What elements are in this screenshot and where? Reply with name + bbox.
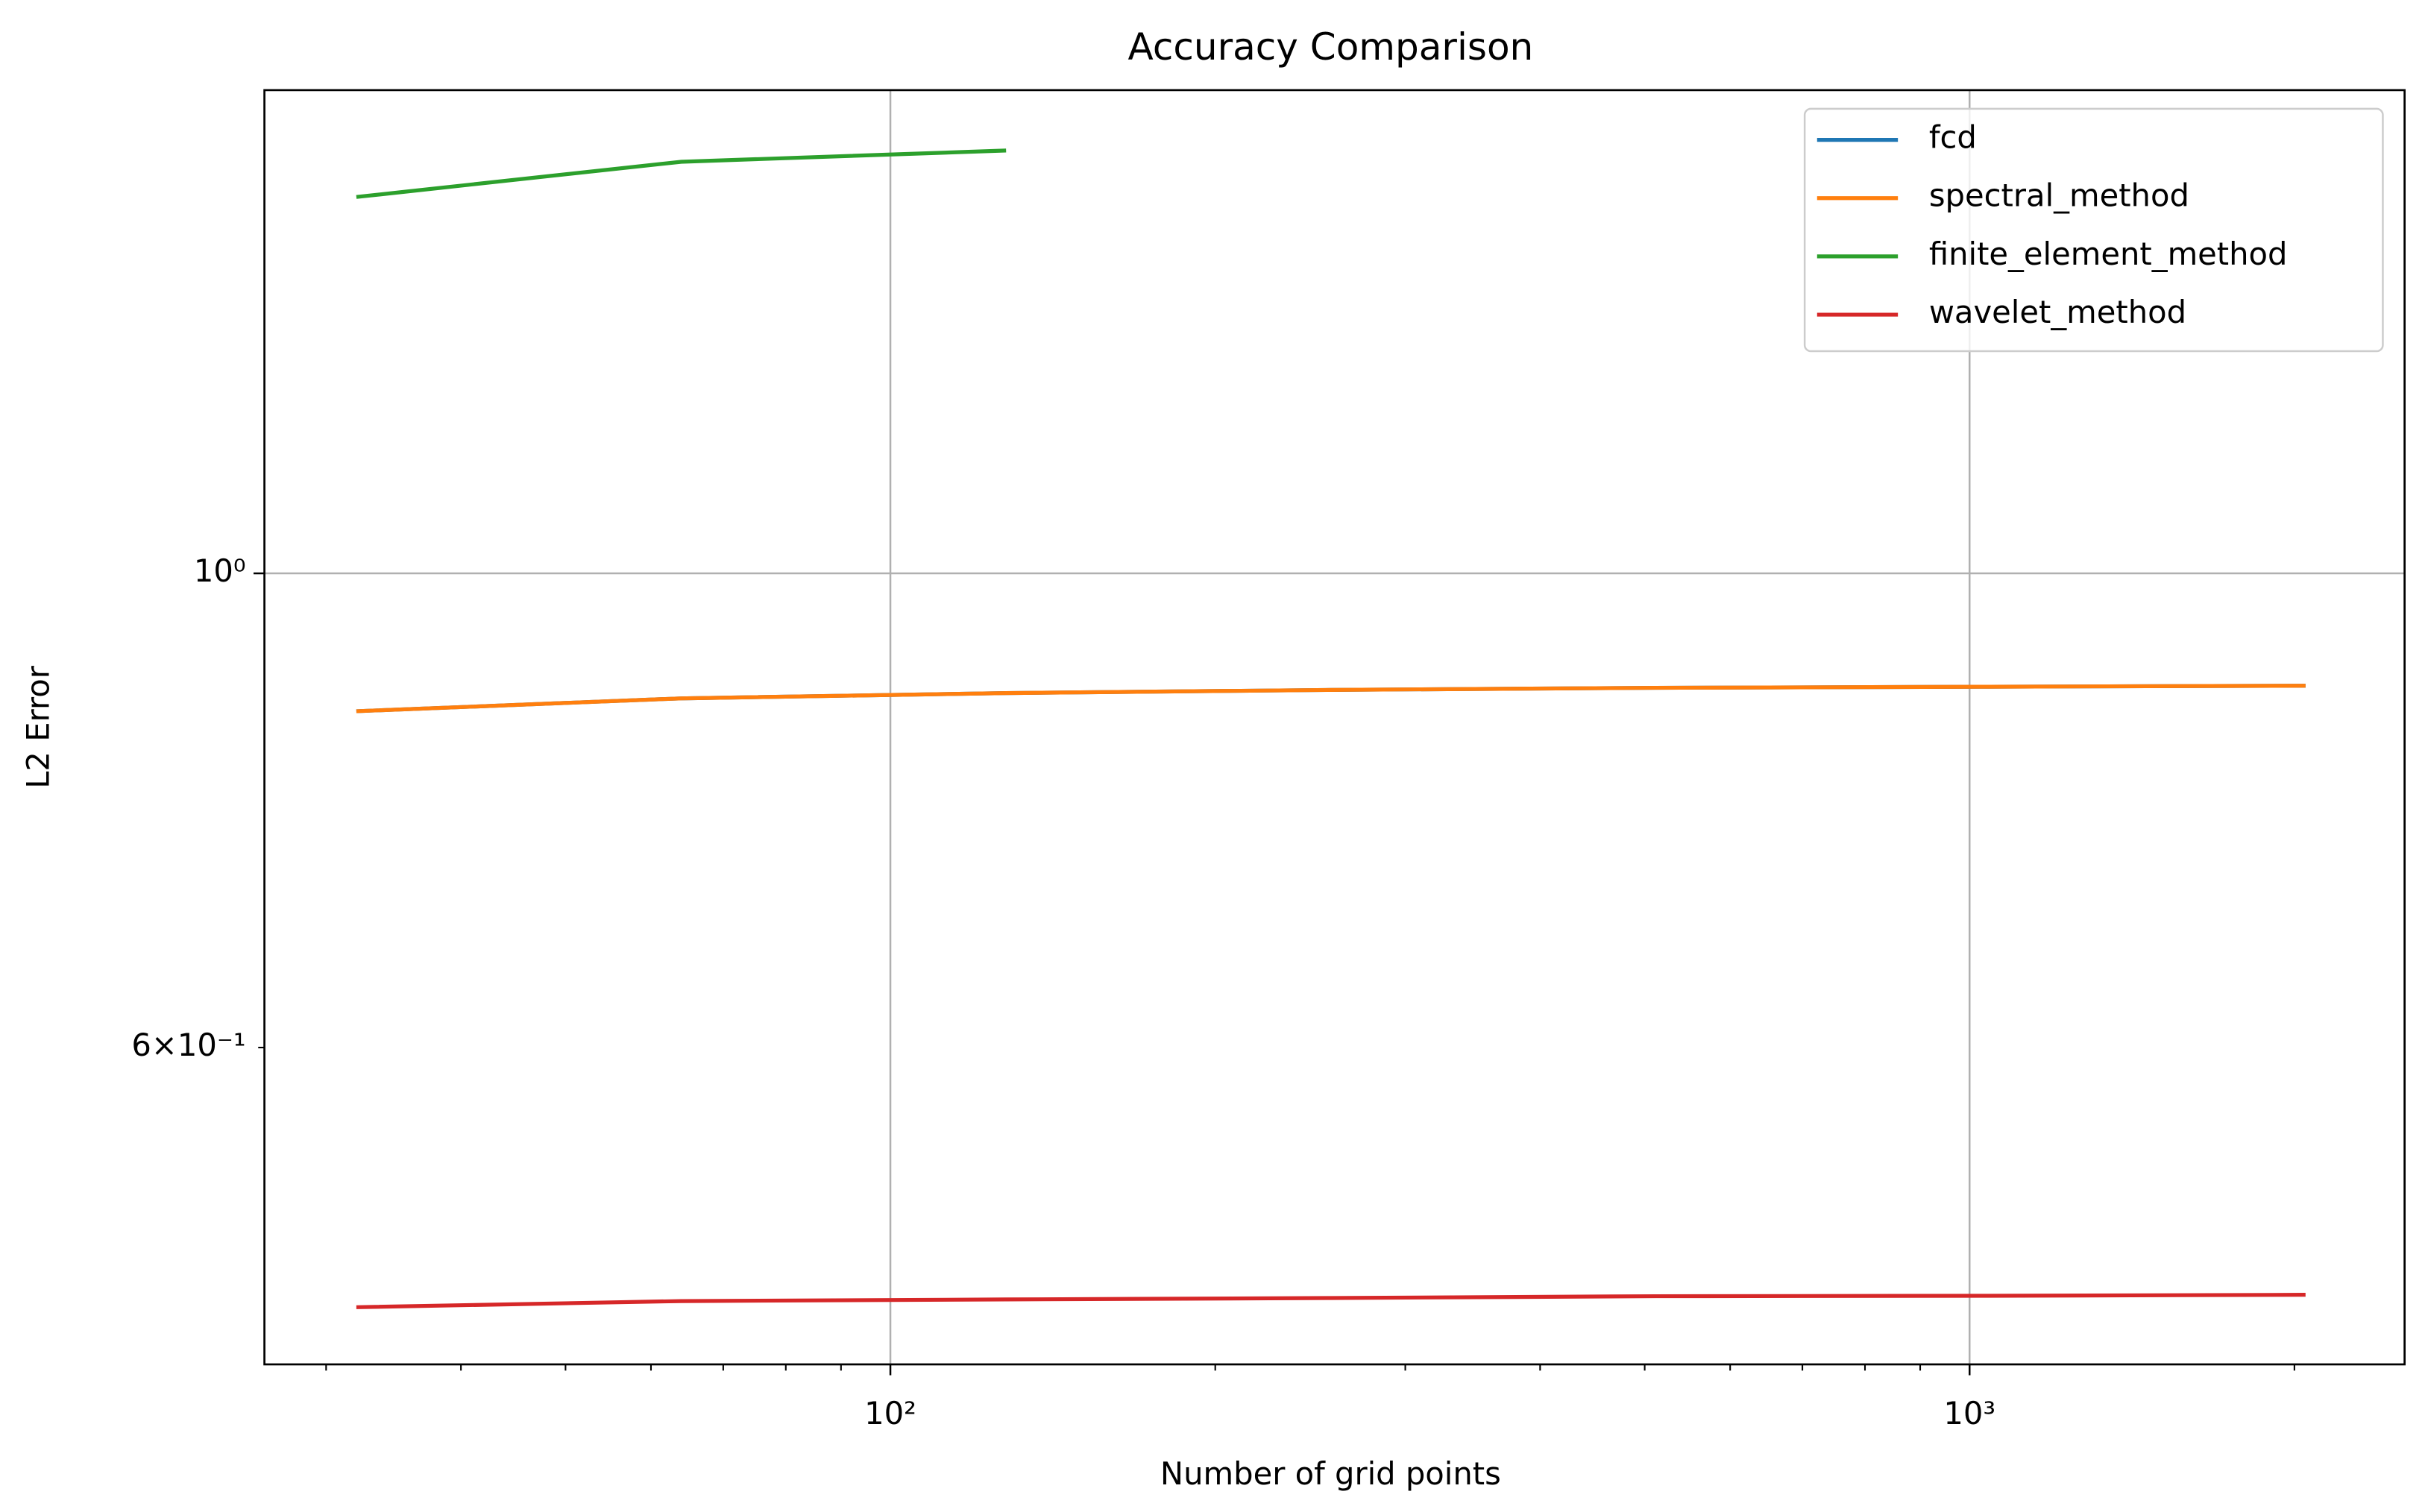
series-line — [356, 1293, 2306, 1309]
x-axis-label: Number of grid points — [1160, 1455, 1501, 1492]
x-tick-label: 10³ — [1943, 1395, 1995, 1431]
legend-label: wavelet_method — [1929, 294, 2186, 330]
series-line — [356, 684, 2306, 714]
x-tick-label: 10² — [864, 1395, 916, 1431]
legend-box — [1803, 107, 2384, 353]
plot-frame — [263, 89, 2406, 1366]
y-axis-label: L2 Error — [19, 665, 56, 788]
y-tick-label: 6×10⁻¹ — [131, 1027, 245, 1063]
legend-label: spectral_method — [1929, 177, 2189, 214]
legend-label: fcd — [1929, 119, 1977, 156]
legend-label: finite_element_method — [1929, 236, 2288, 272]
chart-title: Accuracy Comparison — [1128, 25, 1534, 69]
series-line — [356, 148, 1007, 199]
y-tick-label: 10⁰ — [194, 552, 246, 589]
